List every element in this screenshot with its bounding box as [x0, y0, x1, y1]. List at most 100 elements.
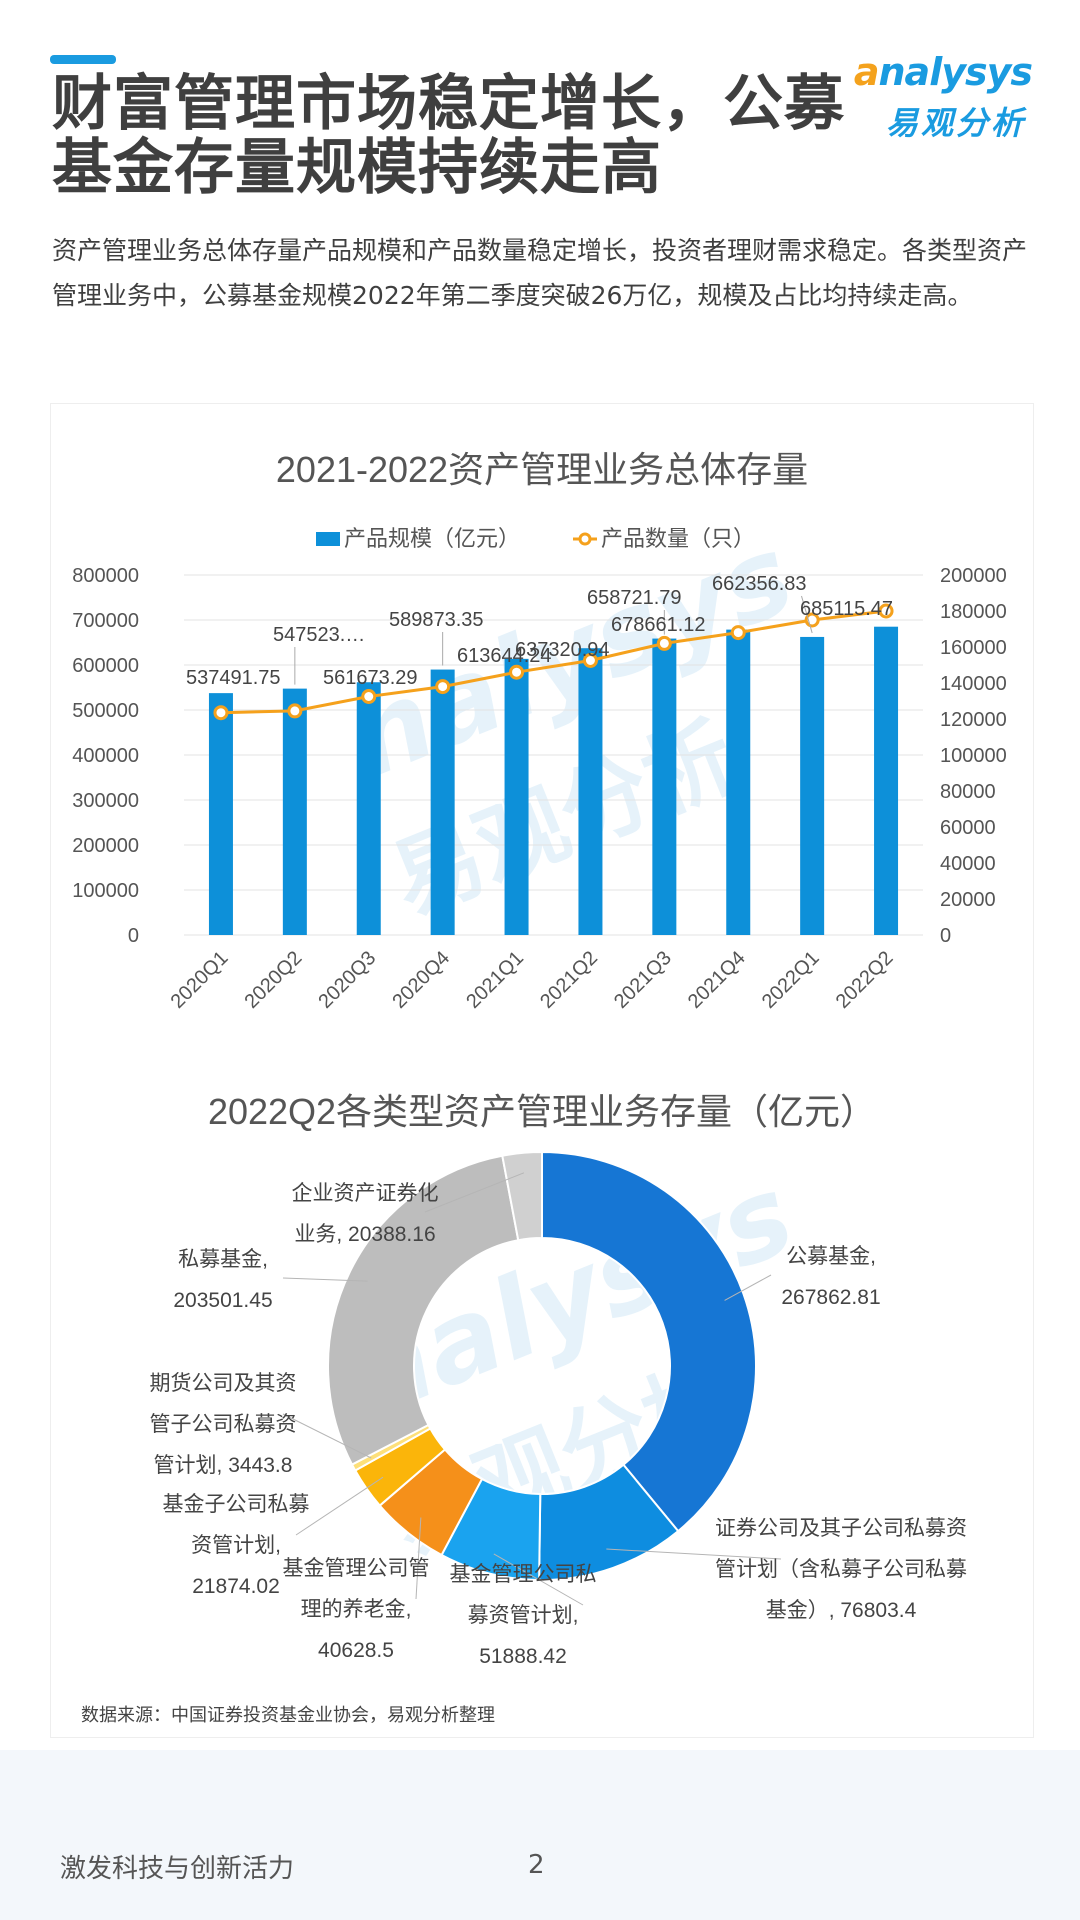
y-left-tick-label: 600000	[72, 655, 139, 677]
x-category-label: 2020Q3	[314, 947, 380, 1013]
footer-slogan: 激发科技与创新活力	[60, 1854, 295, 1884]
donut-label-leader	[493, 1553, 584, 1606]
bar-data-label: 547523.…	[273, 624, 365, 646]
line-point	[213, 705, 229, 721]
line-point	[509, 664, 525, 680]
logo-english: analysys	[853, 50, 1033, 94]
donut-slice-label: 基金）, 76803.4	[766, 1599, 917, 1622]
donut-label-leader	[424, 1172, 525, 1213]
x-category-label: 2020Q4	[388, 947, 454, 1013]
donut-slice-label: 募资管计划,	[468, 1604, 579, 1627]
logo-chinese: 易观分析	[885, 104, 1026, 142]
x-category-label: 2022Q1	[758, 947, 824, 1013]
x-category-label: 2020Q2	[241, 947, 307, 1013]
donut-slice-label: 51888.42	[479, 1645, 567, 1668]
donut-slice-label: 私募基金,	[178, 1248, 268, 1271]
legend-marker-line	[578, 532, 592, 546]
x-category-label: 2021Q3	[610, 947, 676, 1013]
donut-slice-label: 基金子公司私募	[163, 1493, 310, 1516]
y-left-tick-label: 400000	[72, 745, 139, 767]
bar	[800, 636, 825, 935]
bar-data-label: 589873.35	[389, 609, 484, 631]
line-point	[361, 689, 377, 704]
donut-slice-label: 管计划, 3443.8	[154, 1454, 293, 1477]
y-left-tick-label: 100000	[72, 880, 139, 902]
bar	[504, 658, 529, 935]
bar-data-label: 678661.12	[611, 614, 706, 636]
y-right-tick-label: 80000	[940, 781, 996, 803]
donut-slice-label: 管子公司私募资	[150, 1413, 297, 1436]
donut-slice-label: 证券公司及其子公司私募资	[715, 1517, 967, 1540]
donut-slice-label: 业务, 20388.16	[294, 1223, 435, 1246]
y-right-tick-label: 0	[940, 925, 951, 947]
line-point	[287, 703, 303, 719]
y-left-tick-label: 300000	[72, 790, 139, 812]
donut-slice-label: 企业资产证券化	[292, 1182, 439, 1205]
line-point	[730, 625, 746, 641]
bar	[430, 669, 455, 935]
donut-slice	[501, 1150, 543, 1242]
bar-data-label: 537491.75	[186, 667, 281, 689]
bar-data-label: 561673.29	[323, 667, 418, 689]
donut-chart-title: 2022Q2各类型资产管理业务存量（亿元）	[208, 1091, 876, 1132]
lead-paragraph: 资产管理业务总体存量产品规模和产品数量稳定增长，投资者理财需求稳定。各类型资产管…	[52, 236, 1028, 310]
bar	[578, 648, 603, 935]
y-right-tick-label: 200000	[940, 565, 1007, 587]
y-left-tick-label: 0	[128, 925, 139, 947]
donut-label-leader	[606, 1548, 782, 1560]
bar-data-label: 637320.94	[515, 639, 610, 661]
y-right-tick-label: 120000	[940, 709, 1007, 731]
bar	[726, 629, 751, 935]
donut-slice-label: 期货公司及其资	[150, 1372, 297, 1395]
legend-swatch-bars	[316, 532, 340, 546]
bar-data-label: 658721.79	[587, 587, 682, 609]
y-right-tick-label: 180000	[940, 601, 1007, 623]
bar	[208, 693, 233, 935]
bar	[282, 688, 307, 935]
y-left-tick-label: 700000	[72, 610, 139, 632]
donut-slice-label: 管计划（含私募子公司私募	[715, 1558, 967, 1581]
y-right-tick-label: 160000	[940, 637, 1007, 659]
y-left-tick-label: 800000	[72, 565, 139, 587]
donut-label-leader	[282, 1413, 372, 1459]
title-accent-bar	[50, 55, 116, 64]
donut-slice-label: 基金管理公司私	[450, 1563, 597, 1586]
data-label-leader	[801, 595, 813, 634]
bar	[652, 638, 677, 935]
chart-panel: nalysys 易观分析 nalysys 易观分析 2021-2022资产管理业…	[50, 403, 1034, 1738]
donut-chart: 2022Q2各类型资产管理业务存量（亿元） 公募基金, 267862.81 证券公司及…	[150, 1091, 968, 1668]
series-line	[220, 609, 887, 715]
donut-slice-label: 理的养老金,	[301, 1598, 412, 1621]
data-source-note: 数据来源：中国证券投资基金业协会，易观分析整理	[81, 1705, 495, 1726]
donut-slice-label: 公募基金,	[786, 1245, 876, 1268]
analysys-logo: analysys 易观分析	[845, 50, 1040, 145]
donut-label-leader	[724, 1274, 772, 1301]
y-right-tick-label: 100000	[940, 745, 1007, 767]
donut-slice-label: 40628.5	[318, 1639, 394, 1662]
donut-label-leader	[282, 1277, 368, 1282]
y-left-tick-label: 500000	[72, 700, 139, 722]
line-point	[656, 635, 672, 651]
donut-label-leader	[295, 1476, 384, 1536]
legend-label-bars: 产品规模（亿元）	[344, 526, 520, 551]
donut-slice	[327, 1154, 520, 1466]
bar	[874, 626, 899, 935]
bar-data-label: 613644.24	[457, 645, 552, 667]
x-category-label: 2022Q2	[832, 947, 898, 1013]
donut-label-leader	[415, 1517, 422, 1600]
x-category-label: 2021Q2	[536, 947, 602, 1013]
line-point	[878, 603, 894, 619]
page-number: 2	[528, 1850, 545, 1880]
bar-data-label: 685115.47	[800, 598, 893, 620]
line-point	[582, 653, 598, 668]
charts-canvas: nalysys 易观分析 nalysys 易观分析 2021-2022资产管理业…	[72, 449, 1007, 1668]
x-category-label: 2020Q1	[167, 947, 233, 1013]
donut-slice-label: 基金管理公司管	[283, 1557, 430, 1580]
donut-slice-label: 203501.45	[173, 1289, 272, 1312]
x-category-label: 2021Q4	[684, 947, 750, 1013]
page-title: 财富管理市场稳定增长，公募基金存量规模持续走高	[52, 69, 845, 203]
y-right-tick-label: 20000	[940, 889, 996, 911]
bar-chart-title: 2021-2022资产管理业务总体存量	[276, 449, 808, 490]
legend-label-line: 产品数量（只）	[601, 526, 755, 551]
donut-slice-label: 267862.81	[781, 1286, 880, 1309]
